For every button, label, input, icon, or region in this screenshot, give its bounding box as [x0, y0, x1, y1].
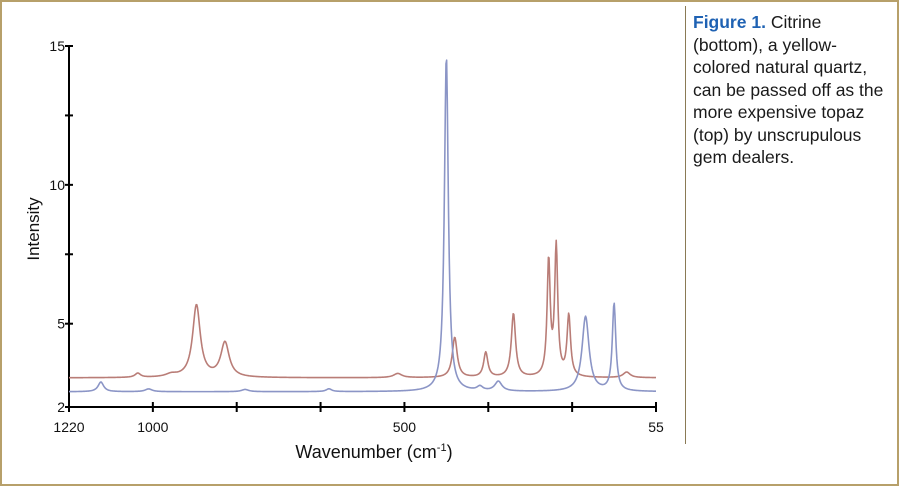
figure-caption: Figure 1. Citrine (bottom), a yellow-col… [693, 11, 889, 169]
series-layer [68, 59, 657, 393]
figure-caption-text: Citrine (bottom), a yellow-colored natur… [693, 12, 884, 167]
tick-layer: 2 5 10 15 1220 1000 500 55 [49, 38, 664, 435]
x-axis-label-end: ) [447, 442, 453, 462]
x-tick-label: 500 [393, 419, 417, 435]
x-tick-label: 1220 [53, 419, 84, 435]
x-tick-label: 1000 [137, 419, 168, 435]
figure-caption-label: Figure 1. [693, 12, 766, 32]
y-tick-label: 10 [49, 177, 65, 193]
citrine-spectrum-line [68, 59, 657, 393]
topaz-spectrum-line [68, 239, 657, 379]
raman-spectrum-chart: 2 5 10 15 1220 1000 500 55 Intensity Wavenumber… [24, 38, 664, 462]
y-tick-label: 2 [57, 399, 65, 415]
axes [68, 46, 656, 408]
y-tick-label: 5 [57, 316, 65, 332]
x-axis-label-superscript: -1 [437, 442, 447, 454]
y-axis-label: Intensity [24, 197, 43, 261]
caption-divider [685, 6, 686, 444]
x-axis-label: Wavenumber (cm-1) [295, 442, 452, 462]
x-tick-label: 55 [648, 419, 664, 435]
x-axis-label-main: Wavenumber (cm [295, 442, 436, 462]
y-tick-label: 15 [49, 38, 65, 54]
